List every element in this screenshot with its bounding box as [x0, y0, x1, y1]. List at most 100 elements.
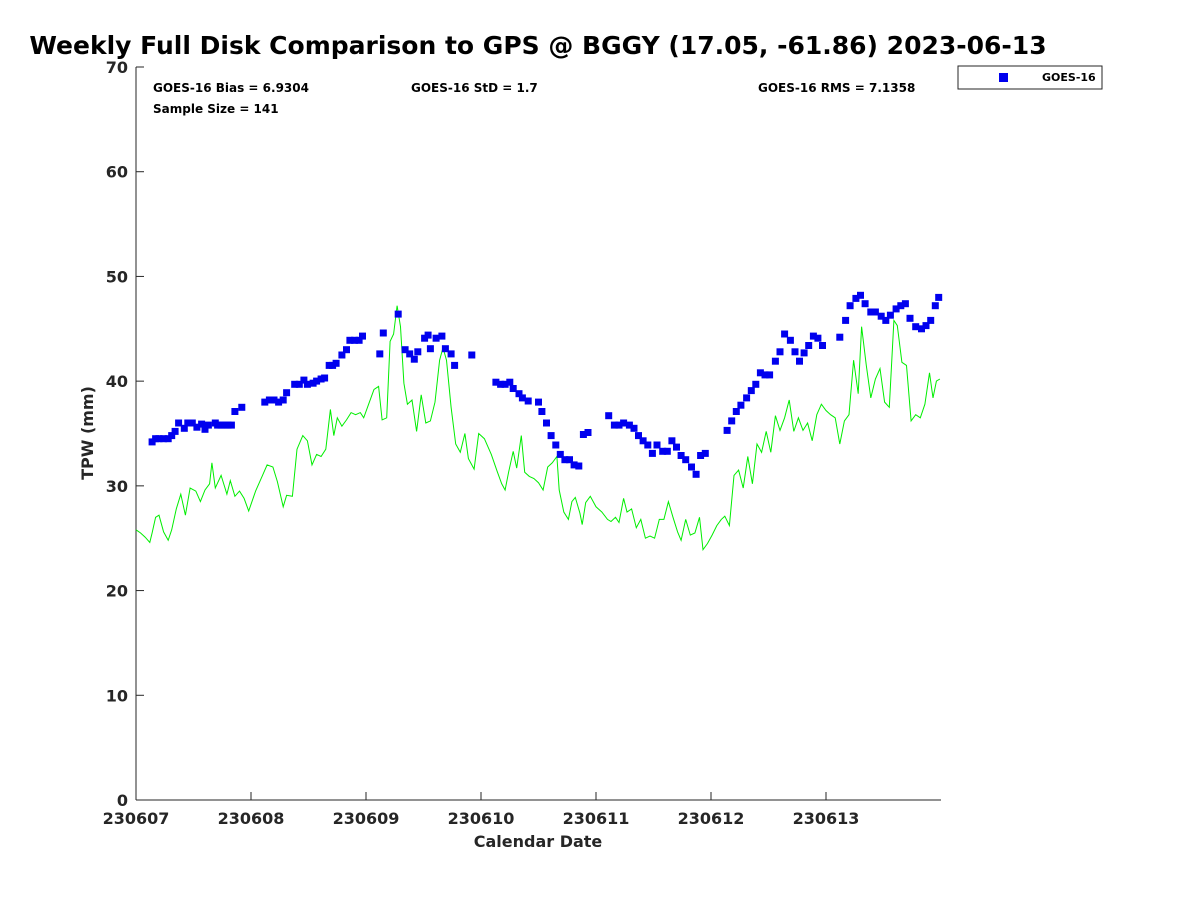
- goes16-point: [882, 316, 890, 324]
- goes16-point: [198, 420, 206, 428]
- goes16-point: [639, 437, 647, 445]
- goes16-point: [781, 330, 789, 338]
- y-tick-label: 60: [106, 163, 128, 182]
- legend-box: [957, 65, 1103, 90]
- y-axis-label: TPW (mm): [78, 386, 97, 480]
- goes16-point: [918, 325, 925, 333]
- std-text: GOES-16 StD = 1.7: [411, 81, 538, 95]
- goes16-point: [410, 355, 418, 363]
- goes16-point: [723, 426, 731, 434]
- x-tick-label: 230612: [678, 809, 745, 828]
- goes16-point: [193, 423, 201, 431]
- goes16-point: [644, 441, 652, 449]
- goes16-point: [515, 390, 523, 398]
- goes16-point: [501, 380, 509, 388]
- goes16-point: [659, 447, 667, 455]
- goes16-point: [204, 421, 212, 429]
- goes16-point: [414, 348, 422, 356]
- goes16-point: [677, 452, 685, 459]
- y-tick-label: 40: [106, 372, 128, 391]
- goes16-point: [492, 378, 500, 386]
- goes16-point: [697, 452, 705, 459]
- goes16-point: [406, 350, 414, 358]
- goes16-point: [295, 380, 303, 388]
- goes16-point: [438, 332, 446, 340]
- goes16-point: [668, 437, 676, 445]
- legend-marker-goes16: [999, 73, 1008, 82]
- goes16-point: [809, 332, 817, 340]
- goes16-point: [552, 441, 560, 449]
- goes16-point: [227, 421, 235, 429]
- goes16-point: [401, 346, 409, 354]
- goes16-point: [688, 463, 695, 471]
- x-tick-label: 230608: [218, 809, 285, 828]
- goes16-point: [432, 334, 440, 342]
- goes16-point: [424, 331, 432, 339]
- goes16-point: [931, 302, 939, 310]
- goes16-point: [579, 431, 587, 438]
- goes16-point: [346, 336, 354, 344]
- goes16-point: [886, 311, 894, 319]
- goes16-point: [673, 443, 680, 451]
- goes16-point: [927, 316, 935, 324]
- goes16-point: [547, 432, 555, 440]
- goes16-point: [394, 310, 402, 318]
- goes16-point: [313, 377, 321, 385]
- y-tick-label: 0: [117, 791, 128, 810]
- gps-line: [135, 305, 941, 552]
- goes16-point: [175, 419, 183, 427]
- goes16-point: [561, 456, 569, 464]
- goes16-point: [321, 374, 329, 382]
- goes16-point: [584, 429, 592, 436]
- goes16-point: [743, 394, 751, 402]
- goes16-point: [771, 357, 779, 365]
- x-tick-label: 230609: [333, 809, 400, 828]
- y-tick-label: 20: [106, 582, 128, 601]
- legend: GOES-16: [957, 65, 1103, 90]
- stats-annotations: GOES-16 Bias = 6.9304 GOES-16 StD = 1.7 …: [153, 81, 915, 116]
- goes16-point: [791, 348, 799, 356]
- goes16-point: [283, 389, 291, 397]
- y-tick-label: 70: [106, 58, 128, 77]
- goes16-point: [912, 323, 920, 331]
- goes16-point: [732, 408, 740, 415]
- goes16-point: [620, 419, 628, 427]
- goes16-point: [605, 412, 613, 420]
- goes16-point: [752, 380, 760, 388]
- goes16-point: [861, 300, 869, 308]
- bias-text: GOES-16 Bias = 6.9304: [153, 81, 309, 95]
- goes16-point: [538, 408, 546, 415]
- goes16-point: [805, 342, 813, 349]
- sample-size-text: Sample Size = 141: [153, 102, 279, 116]
- goes16-point: [160, 435, 168, 443]
- goes16-point: [800, 349, 808, 357]
- goes16-point: [518, 394, 526, 402]
- goes16-point: [728, 417, 736, 425]
- goes16-point: [355, 336, 363, 344]
- x-ticks: 230607 230608 230609 230610 230611 230612 2306…: [103, 792, 859, 828]
- goes16-point: [630, 424, 638, 432]
- goes16-point: [184, 419, 192, 427]
- goes16-point: [615, 421, 623, 429]
- goes16-point: [497, 380, 505, 388]
- goes16-point: [857, 291, 864, 299]
- goes16-point: [451, 361, 459, 369]
- goes16-point: [935, 293, 943, 301]
- y-tick-label: 10: [106, 686, 128, 705]
- goes16-point: [524, 397, 532, 405]
- goes16-point: [535, 398, 542, 406]
- goes16-point: [836, 333, 844, 341]
- goes16-point: [766, 371, 774, 379]
- x-tick-label: 230607: [103, 809, 170, 828]
- goes16-point: [270, 396, 278, 404]
- goes16-point: [188, 419, 196, 427]
- goes16-point: [756, 369, 764, 377]
- y-ticks: 0 10 20 30 40 50 60 70: [106, 58, 144, 810]
- goes16-point: [509, 385, 517, 392]
- goes16-point: [682, 456, 690, 464]
- goes16-point: [648, 449, 656, 457]
- goes16-point: [543, 419, 550, 427]
- goes16-point: [556, 450, 564, 458]
- goes16-point: [819, 342, 826, 349]
